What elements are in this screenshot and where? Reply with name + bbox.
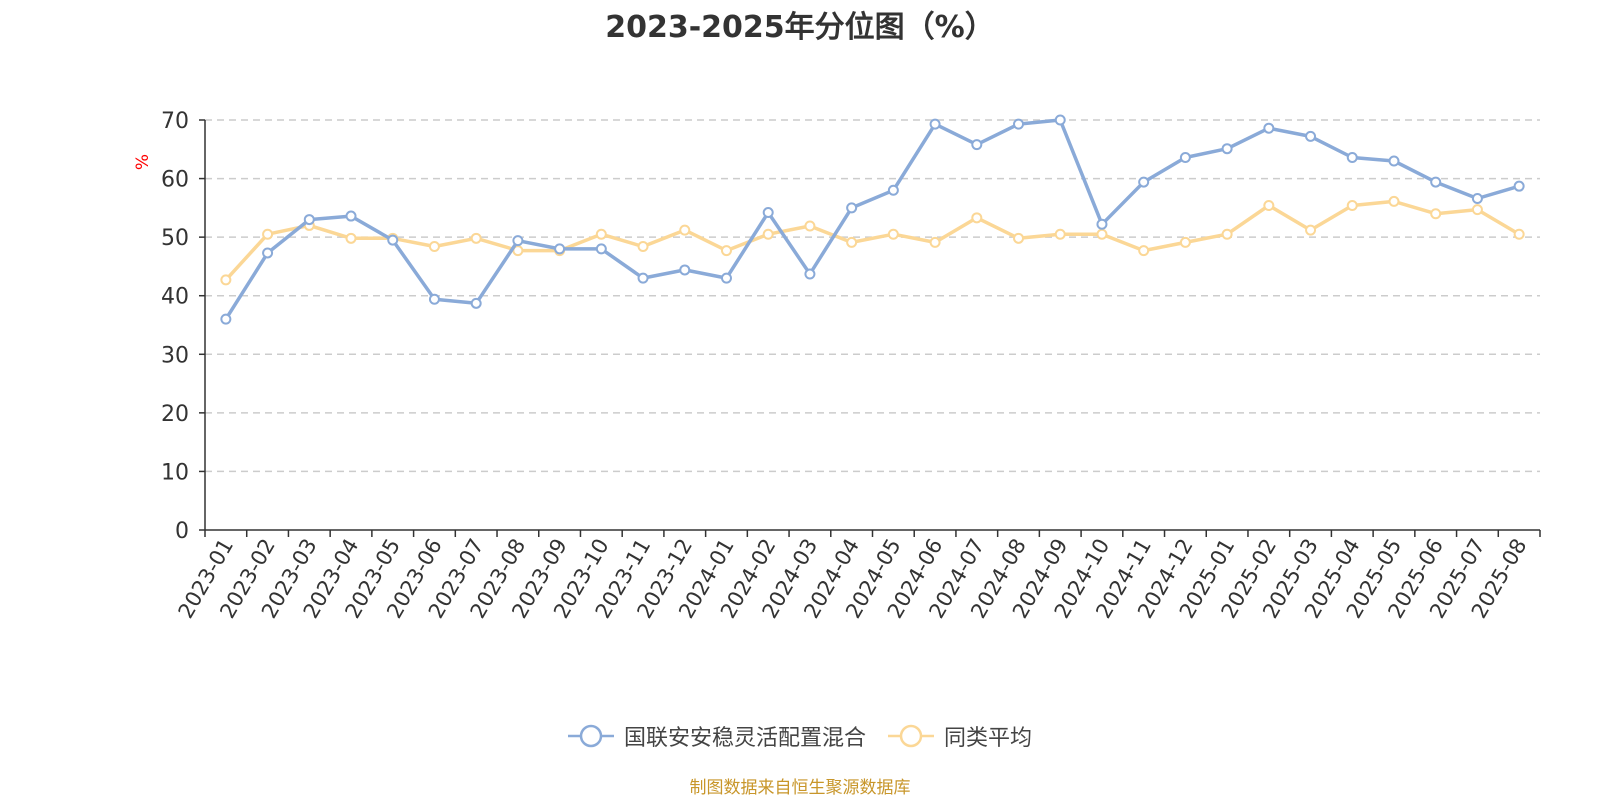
data-point xyxy=(345,232,357,244)
data-point xyxy=(637,241,649,253)
axes: 010203040506070%2023-012023-022023-03202… xyxy=(133,109,1541,622)
data-point xyxy=(1513,228,1525,240)
y-tick-label: 20 xyxy=(161,402,189,427)
data-point xyxy=(1513,180,1525,192)
y-tick-label: 70 xyxy=(161,109,189,134)
data-point xyxy=(1054,228,1066,240)
data-point xyxy=(387,234,399,246)
data-point xyxy=(1096,228,1108,240)
series-lines xyxy=(220,114,1525,325)
data-point xyxy=(679,224,691,236)
legend-swatch xyxy=(567,724,614,748)
data-point xyxy=(262,247,274,259)
data-point xyxy=(887,184,899,196)
data-point xyxy=(1054,114,1066,126)
data-point xyxy=(720,272,732,284)
legend-item[interactable]: 国联安安稳灵活配置混合 xyxy=(567,720,866,752)
data-point xyxy=(220,313,232,325)
legend-label: 同类平均 xyxy=(944,726,1033,751)
legend-swatch xyxy=(888,724,934,748)
legend-item[interactable]: 同类平均 xyxy=(888,720,1032,752)
data-point xyxy=(1013,232,1025,244)
data-point xyxy=(1305,130,1317,142)
data-point xyxy=(1221,143,1233,155)
data-point xyxy=(262,228,274,240)
y-axis-label: % xyxy=(133,154,153,170)
data-point xyxy=(679,264,691,276)
y-tick-label: 0 xyxy=(175,519,189,544)
line-chart: 010203040506070%2023-012023-022023-03202… xyxy=(133,109,1541,622)
data-point xyxy=(1471,204,1483,216)
data-point xyxy=(971,212,983,224)
data-point xyxy=(595,243,607,255)
data-point xyxy=(1430,176,1442,188)
legend-label: 国联安安稳灵活配置混合 xyxy=(623,726,866,751)
data-point xyxy=(1013,118,1025,130)
data-point xyxy=(1263,200,1275,212)
data-point xyxy=(554,243,566,255)
data-point xyxy=(1138,245,1150,257)
source-note: 制图数据来自恒生聚源数据库 xyxy=(689,778,911,798)
y-tick-label: 30 xyxy=(161,343,189,368)
grid-lines xyxy=(205,119,1540,473)
series-line xyxy=(224,199,1520,282)
data-point xyxy=(720,245,732,257)
data-point xyxy=(929,236,941,248)
legend-swatch-marker xyxy=(899,724,923,748)
legend: 国联安安稳灵活配置混合 同类平均 xyxy=(0,720,1600,752)
y-tick-label: 60 xyxy=(161,168,189,193)
data-point xyxy=(1263,122,1275,134)
data-point xyxy=(220,274,232,286)
data-point xyxy=(971,139,983,151)
data-point xyxy=(303,214,315,226)
data-point xyxy=(1221,228,1233,240)
data-point xyxy=(846,236,858,248)
data-point xyxy=(1096,218,1108,230)
data-point xyxy=(1471,192,1483,204)
data-point xyxy=(804,220,816,232)
data-point xyxy=(428,241,440,253)
data-point xyxy=(887,228,899,240)
data-point xyxy=(804,268,816,280)
data-point xyxy=(1305,224,1317,236)
data-point xyxy=(762,207,774,219)
series-line xyxy=(224,118,1520,321)
data-point xyxy=(762,228,774,240)
chart-title: 2023-2025年分位图（%） xyxy=(605,10,995,45)
data-point xyxy=(1346,200,1358,212)
data-point xyxy=(1179,236,1191,248)
data-point xyxy=(1138,176,1150,188)
y-tick-label: 40 xyxy=(161,285,189,310)
y-tick-label: 10 xyxy=(161,460,189,485)
data-point xyxy=(1388,155,1400,167)
data-point xyxy=(1388,195,1400,207)
data-point xyxy=(1430,208,1442,220)
data-point xyxy=(595,228,607,240)
legend-swatch-marker xyxy=(579,724,603,748)
data-point xyxy=(846,202,858,214)
data-point xyxy=(1346,151,1358,163)
data-point xyxy=(470,297,482,309)
y-tick-label: 50 xyxy=(161,226,189,251)
data-point xyxy=(512,235,524,247)
data-point xyxy=(345,210,357,222)
data-point xyxy=(637,272,649,284)
data-point xyxy=(1179,151,1191,163)
data-point xyxy=(428,293,440,305)
data-point xyxy=(470,232,482,244)
data-point xyxy=(929,118,941,130)
